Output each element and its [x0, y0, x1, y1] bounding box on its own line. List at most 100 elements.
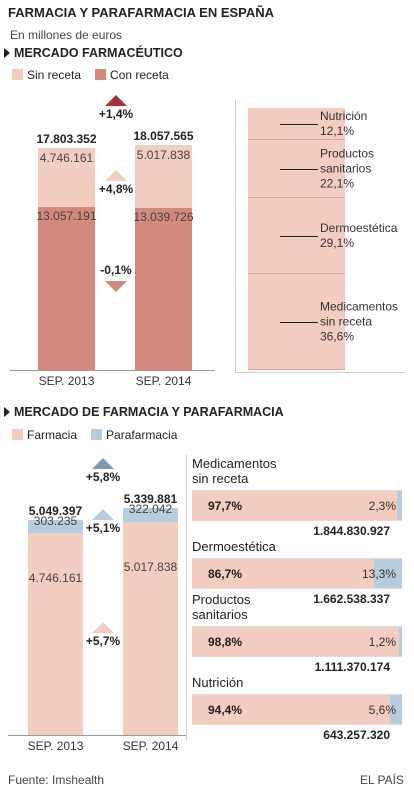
bar-segment [135, 145, 192, 208]
value-label: 13,3% [361, 567, 396, 581]
value-label: 22,1% [320, 176, 355, 191]
category-label: Nutrición [320, 108, 368, 123]
share-label: Productos sanitarios 22,1% [320, 146, 410, 191]
value-label: 97,7% [208, 499, 243, 513]
category-label: Medicamentos sin receta [192, 456, 277, 486]
share-label: Nutrición 12,1% [320, 109, 410, 139]
total-label: 5.049.397 [28, 504, 83, 519]
bar-segment [135, 207, 192, 370]
value-label: 5.017.838 [123, 559, 178, 574]
total-label: 1.662.538.337 [313, 592, 390, 606]
source: Fuente: Imshealth [8, 773, 105, 787]
value-label: 4.746.161 [28, 571, 83, 586]
x-tick-label: SEP. 2014 [135, 374, 192, 388]
bar-segment [390, 694, 402, 725]
value-label: 29,1% [320, 235, 355, 250]
total-label: 1.111.370.174 [314, 660, 390, 674]
value-label: 36,6% [320, 329, 355, 344]
value-label: 94,4% [208, 703, 243, 717]
bar-segment [397, 490, 402, 521]
bar-segment [374, 558, 402, 589]
bar-segment [123, 521, 178, 735]
change-arrow [92, 458, 114, 469]
baseline [8, 735, 186, 736]
value-label: 303.235 [33, 514, 78, 529]
bar-segment [38, 148, 95, 208]
frame-line [235, 100, 236, 372]
x-tick-label: SEP. 2014 [122, 739, 179, 753]
total-label: 643.257.320 [323, 728, 390, 742]
bar-segment [192, 558, 375, 589]
category-label: Productos sanitarios [320, 146, 375, 176]
change-arrow [105, 170, 127, 182]
value-label: 98,8% [208, 635, 243, 649]
x-tick-label: SEP. 2013 [38, 374, 95, 388]
change-arrow [105, 280, 127, 292]
share-label: Medicamentos sin receta 36,6% [320, 300, 410, 345]
value-label: 322.042 [128, 502, 173, 516]
bar-segment [192, 490, 398, 521]
baseline [10, 370, 215, 371]
change-label: +5,8% [85, 470, 121, 484]
change-label: +5,1% [85, 520, 121, 535]
legend-label: Con receta [110, 68, 169, 82]
legend-swatch [95, 69, 107, 80]
value-label: 13.039.726 [133, 209, 194, 224]
value-label: 5,6% [368, 703, 396, 717]
value-label: 4.746.161 [39, 151, 94, 166]
change-arrow [92, 622, 114, 634]
frame-line [235, 372, 405, 373]
section-marker [4, 407, 10, 417]
value-label: 12,1% [320, 123, 355, 138]
leader-line [280, 168, 318, 170]
category-label: Dermoestética [320, 220, 398, 235]
change-label: -0,1% [100, 262, 132, 277]
bar-segment [192, 694, 391, 725]
leader-line [280, 235, 318, 237]
leader-line [280, 322, 318, 323]
x-tick-label: SEP. 2013 [27, 739, 84, 753]
legend-label: Sin receta [27, 68, 82, 82]
bar-segment [123, 508, 178, 522]
bar-segment [399, 626, 402, 657]
change-arrow [92, 508, 114, 520]
bar-segment [192, 626, 400, 657]
legend-label: Parafarmacia [106, 428, 178, 442]
value-label: 1,2% [368, 635, 396, 649]
section-marker [4, 48, 10, 58]
legend-label: Farmacia [27, 428, 78, 442]
frame-line [186, 455, 187, 740]
category-label: Productos sanitarios [192, 592, 251, 622]
category-label: Medicamentos sin receta [320, 299, 399, 329]
total-label: 5.339.881 [123, 492, 178, 506]
category-label: Nutrición [192, 675, 244, 690]
change-label: +4,8% [98, 182, 134, 197]
leader-line [280, 123, 318, 125]
total-label: 1.844.830.927 [313, 524, 390, 538]
section-title: MERCADO DE FARMACIA Y PARAFARMACIA [14, 405, 284, 419]
category-label: Dermoestética [192, 539, 276, 554]
bar-segment [38, 207, 95, 370]
value-label: 2,3% [368, 499, 396, 513]
value-label: 13.057.191 [36, 209, 97, 224]
share-segment [248, 139, 345, 198]
value-label: 86,7% [208, 567, 243, 581]
legend-swatch [12, 69, 23, 80]
share-segment [248, 274, 345, 370]
total-label: 18.057.565 [133, 129, 194, 143]
section-title: MERCADO FARMACÉUTICO [14, 46, 183, 60]
bar-segment [28, 533, 83, 735]
title: FARMACIA Y PARAFARMACIA EN ESPAÑA [8, 5, 275, 20]
change-label: +1,4% [98, 107, 134, 121]
legend-swatch [91, 429, 103, 440]
bar-segment [28, 520, 83, 534]
value-label: 5.017.838 [136, 148, 191, 162]
change-label: +5,7% [85, 634, 121, 649]
change-arrow [105, 95, 127, 106]
brand: EL PAÍS [359, 773, 404, 787]
total-label: 17.803.352 [36, 132, 97, 147]
subtitle: En millones de euros [10, 28, 123, 42]
legend-swatch [12, 429, 23, 440]
share-label: Dermoestética 29,1% [320, 221, 410, 251]
